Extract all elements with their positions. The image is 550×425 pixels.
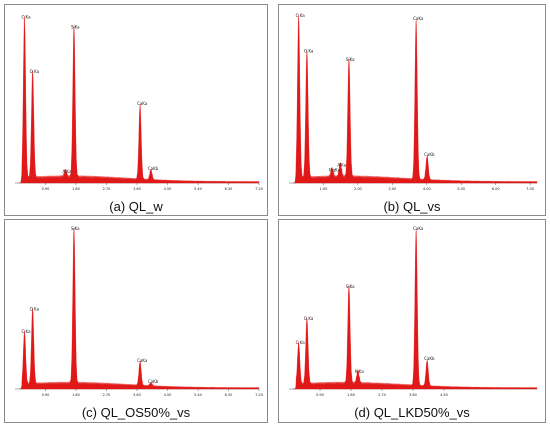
peak-label: CaKb [148, 166, 159, 171]
peak-label: SiKa [346, 57, 355, 62]
peak-label: CaKa [413, 16, 424, 21]
spectrum-panel-d: C Ka O Ka SiKa K Ka CaKa CaKb 0.90 1.80 2.70 3.60… [278, 219, 546, 423]
x-tick-label: 3.60 [409, 393, 417, 397]
peak-label: CaKb [148, 379, 159, 384]
spectrum-panel-c: C Ka O Ka SiKa CaKa CaKb 0.90 1.80 2.70 3.60 4.50… [4, 219, 268, 423]
peak-label: SiKa [71, 226, 80, 231]
peak-label: MgKa [329, 168, 341, 173]
spectrum-panel-b: C Ka O Ka MgKa AlKa SiKa CaKa CaKb 1.00 2.00 3.00… [278, 4, 546, 216]
x-tick-label: 5.00 [457, 187, 465, 191]
x-tick-label: 5.40 [194, 187, 202, 191]
peak-label: C Ka [21, 15, 31, 20]
peak-label: O Ka [30, 69, 40, 74]
peak-label: CaKb [424, 356, 435, 361]
x-tick-label: 2.70 [103, 187, 111, 191]
x-tick-label: 6.30 [225, 393, 233, 397]
x-tick-label: 1.00 [320, 187, 328, 191]
peak-label: O Ka [304, 316, 314, 321]
peak-label: O Ka [304, 49, 314, 54]
spectrum-area [19, 15, 260, 184]
x-tick-label: 6.30 [225, 187, 233, 191]
x-tick-label: 1.80 [72, 187, 80, 191]
x-tick-label: 0.90 [316, 393, 324, 397]
spectrum-chart-c: C Ka O Ka SiKa CaKa CaKb 0.90 1.80 2.70 3.60 4.50… [15, 226, 263, 397]
x-tick-label: 7.20 [255, 393, 263, 397]
caption-b: (b) QL_vs [383, 199, 441, 214]
peak-label: C Ka [296, 340, 306, 345]
peak-label: SiKa [346, 284, 355, 289]
peak-label: K Ka [355, 369, 364, 374]
spectrum-area [293, 228, 538, 390]
x-tick-label: 6.00 [492, 187, 500, 191]
x-tick-label: 0.90 [42, 187, 50, 191]
x-tick-label: 0.90 [42, 393, 50, 397]
peak-label: AlKa [62, 169, 71, 174]
peak-label: CaKb [424, 152, 435, 157]
caption-c: (c) QL_OS50%_vs [81, 405, 191, 420]
x-tick-label: 2.70 [378, 393, 386, 397]
peak-label: CaKa [137, 101, 148, 106]
peak-label: O Ka [30, 306, 40, 311]
spectrum-chart-a: C Ka O Ka SiKa AlKa CaKa CaKb 0.90 1.80 2.70 3.60… [15, 15, 263, 191]
x-tick-label: 1.80 [347, 393, 355, 397]
peak-label: CaKa [137, 358, 148, 363]
x-tick-label: 2.00 [354, 187, 362, 191]
x-tick-label: 7.20 [255, 187, 263, 191]
x-tick-label: 7.00 [526, 187, 534, 191]
x-tick-label: 3.60 [133, 187, 141, 191]
x-tick-label: 4.50 [164, 393, 172, 397]
x-tick-label: 5.40 [194, 393, 202, 397]
peak-label: SiKa [71, 25, 80, 30]
peak-label: C Ka [21, 329, 31, 334]
spectrum-area [293, 14, 538, 184]
peak-label: C Ka [296, 13, 306, 18]
peak-label: AlKa [337, 162, 346, 167]
spectrum-area [19, 227, 260, 390]
x-tick-label: 4.00 [423, 187, 431, 191]
x-tick-label: 1.80 [72, 393, 80, 397]
x-tick-label: 2.70 [103, 393, 111, 397]
spectrum-chart-d: C Ka O Ka SiKa K Ka CaKa CaKb 0.90 1.80 2.70 3.60… [289, 226, 538, 397]
peak-label: CaKa [413, 226, 424, 231]
x-tick-label: 3.60 [133, 393, 141, 397]
x-tick-label: 4.50 [440, 393, 448, 397]
spectrum-panel-a: C Ka O Ka SiKa AlKa CaKa CaKb 0.90 1.80 2.70 3.60… [4, 4, 268, 216]
caption-a: (a) QL_w [109, 199, 163, 214]
x-tick-label: 4.50 [164, 187, 172, 191]
caption-d: (d) QL_LKD50%_vs [354, 405, 470, 420]
x-tick-label: 3.00 [388, 187, 396, 191]
